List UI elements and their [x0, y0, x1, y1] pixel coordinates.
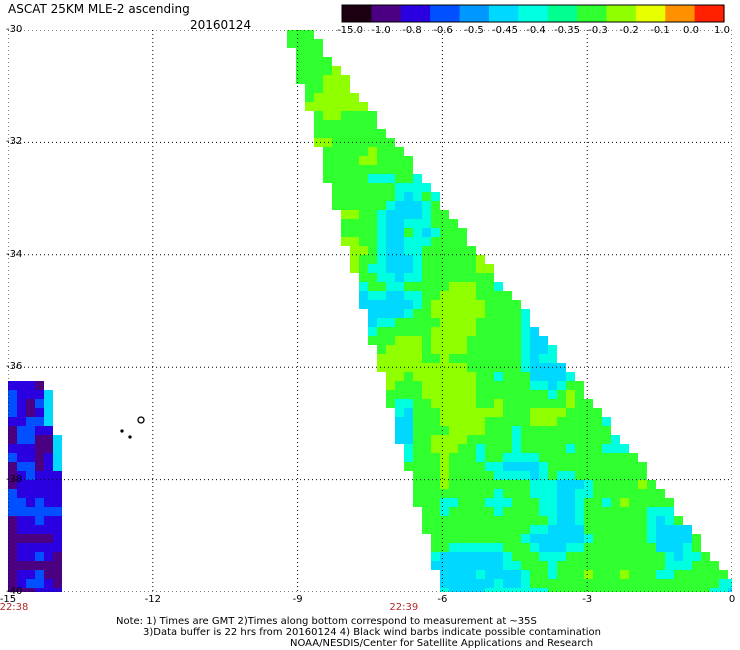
colorbar-label: 1.0	[714, 25, 730, 36]
colorbar-label: -0.35	[554, 25, 580, 36]
colorbar-swatch	[547, 5, 578, 22]
time-label: 22:39	[389, 602, 419, 613]
note-line-3: NOAA/NESDIS/Center for Satellite Applica…	[290, 638, 594, 649]
island-marker	[128, 435, 132, 439]
colorbar-swatch	[459, 5, 490, 22]
map-title: ASCAT 25KM MLE-2 ascending	[8, 2, 190, 16]
longitude-tick-label: -9	[292, 594, 303, 605]
latitude-tick-label: -38	[6, 473, 23, 485]
map-date: 20160124	[190, 18, 252, 32]
longitude-tick-label: 0	[728, 594, 736, 605]
longitude-tick-label: -15	[0, 594, 17, 605]
island-marker	[120, 429, 124, 433]
island-marker	[137, 416, 145, 424]
colorbar-swatch	[635, 5, 666, 22]
longitude-tick-label: -6	[437, 594, 448, 605]
swath-cells	[8, 30, 732, 592]
colorbar-label: -15.0	[337, 25, 363, 36]
latitude-tick-label: -32	[6, 136, 23, 148]
latitude-tick-label: -40	[6, 586, 23, 597]
colorbar-swatch	[518, 5, 549, 22]
swath-map	[8, 30, 732, 592]
note-line-1: Note: 1) Times are GMT 2)Times along bot…	[116, 616, 537, 627]
colorbar-swatch	[400, 5, 431, 22]
graticule	[8, 30, 732, 592]
time-label: 22:38	[0, 602, 29, 613]
colorbar-swatch	[577, 5, 608, 22]
colorbar-swatch	[488, 5, 519, 22]
colorbar-label: -0.6	[433, 25, 453, 36]
latitude-tick-label: -34	[6, 248, 23, 260]
colorbar-swatch	[342, 5, 372, 22]
note-line-2: 3)Data buffer is 22 hrs from 20160124 4)…	[143, 627, 601, 638]
colorbar-swatch	[430, 5, 461, 22]
colorbar-label: -0.3	[588, 25, 608, 36]
colorbar-swatch	[371, 5, 402, 22]
colorbar-swatch	[606, 5, 637, 22]
colorbar-label: -0.5	[464, 25, 484, 36]
colorbar	[341, 4, 725, 23]
colorbar-swatch	[694, 5, 725, 22]
latitude-tick-label: -36	[6, 361, 23, 373]
colorbar-label: 0.0	[683, 25, 699, 36]
latitude-tick-label: -30	[6, 24, 23, 35]
longitude-tick-label: -12	[144, 594, 161, 605]
colorbar-swatch	[665, 5, 696, 22]
longitude-tick-label: -3	[582, 594, 593, 605]
